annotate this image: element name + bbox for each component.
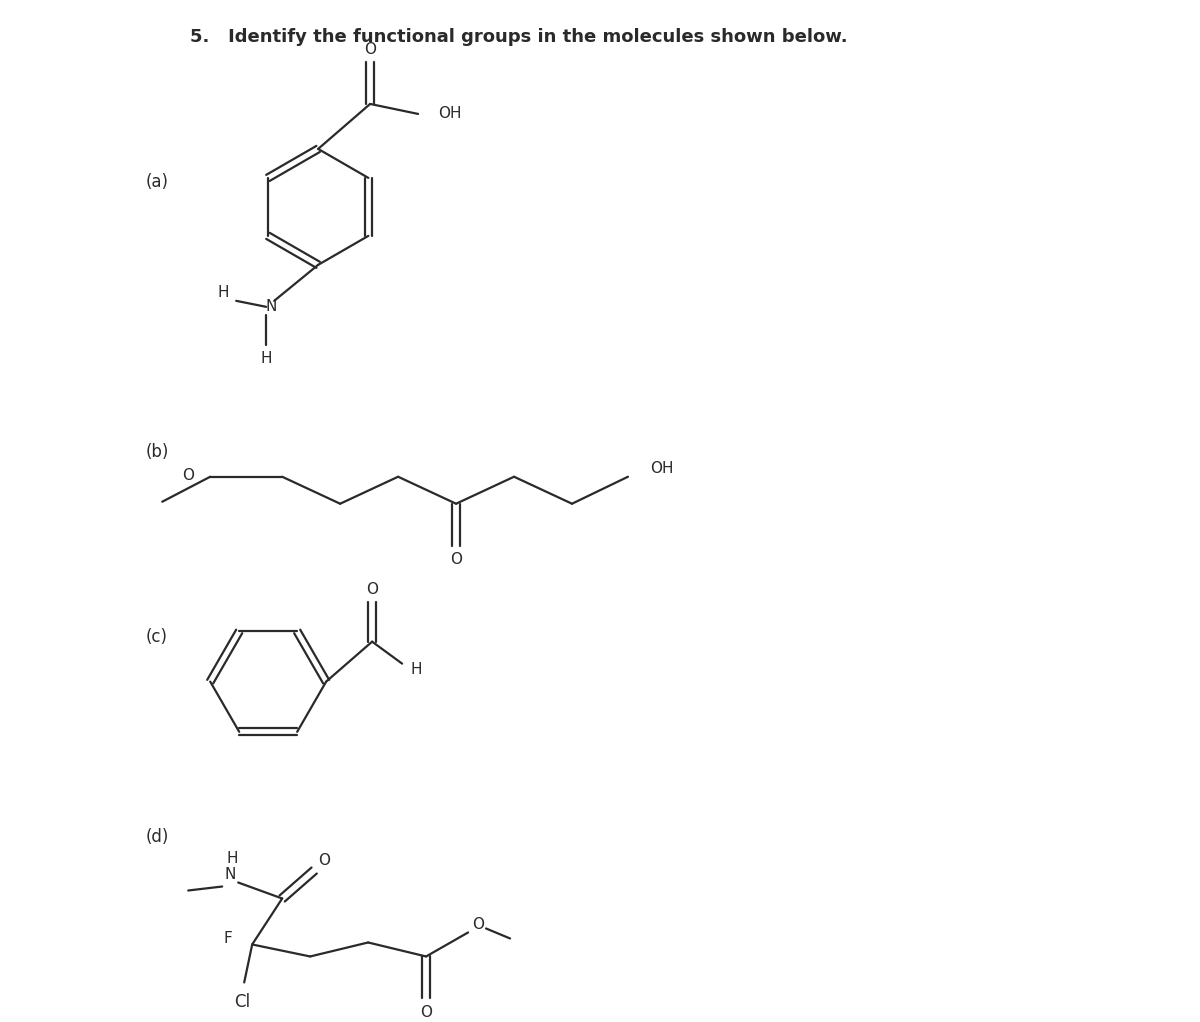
Text: H: H: [410, 662, 422, 678]
Text: H: H: [217, 285, 229, 300]
Text: (d): (d): [145, 828, 169, 845]
Text: O: O: [366, 583, 378, 597]
Text: O: O: [420, 1005, 432, 1020]
Text: H: H: [227, 851, 238, 866]
Text: 5.   Identify the functional groups in the molecules shown below.: 5. Identify the functional groups in the…: [191, 28, 848, 46]
Text: OH: OH: [438, 106, 462, 122]
Text: O: O: [472, 917, 484, 932]
Text: O: O: [364, 43, 376, 57]
Text: Cl: Cl: [234, 993, 251, 1012]
Text: (b): (b): [145, 443, 169, 461]
Text: OH: OH: [650, 461, 673, 476]
Text: F: F: [224, 931, 233, 946]
Text: N: N: [224, 867, 236, 882]
Text: (c): (c): [145, 628, 167, 646]
Text: (a): (a): [145, 173, 168, 191]
Text: O: O: [450, 552, 462, 567]
Text: N: N: [265, 299, 277, 315]
Text: O: O: [318, 853, 330, 868]
Text: O: O: [182, 468, 194, 483]
Text: H: H: [260, 352, 272, 366]
